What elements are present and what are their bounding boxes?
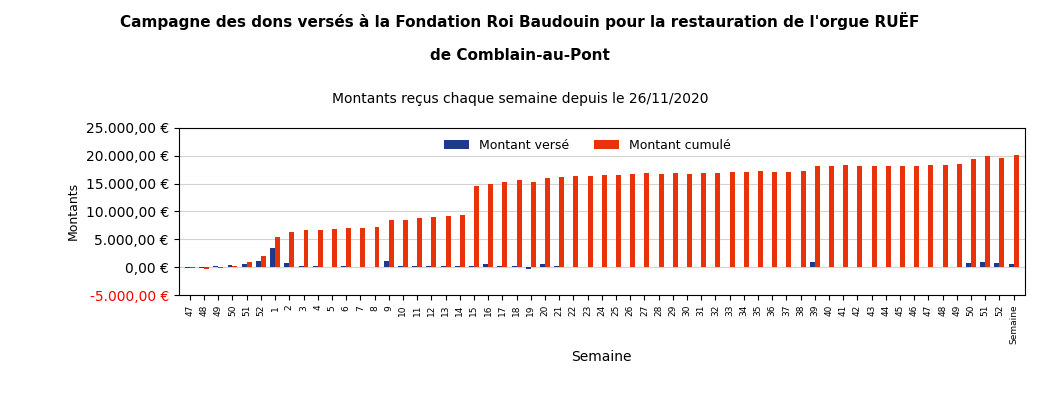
Bar [786, 172, 791, 267]
Bar [517, 180, 521, 267]
Bar [530, 182, 536, 267]
Bar [199, 267, 204, 268]
Bar [246, 262, 252, 267]
Bar [445, 216, 450, 267]
Bar [402, 219, 408, 267]
Bar [454, 266, 460, 267]
Bar [554, 266, 560, 267]
Bar [389, 220, 394, 267]
Bar [512, 266, 517, 267]
Bar [843, 165, 849, 267]
Text: de Comblain-au-Pont: de Comblain-au-Pont [431, 48, 609, 63]
Bar [276, 237, 280, 267]
Bar [488, 184, 493, 267]
Bar [914, 166, 919, 267]
Bar [829, 166, 834, 267]
Bar [332, 229, 337, 267]
Bar [360, 227, 365, 267]
Bar [497, 266, 502, 267]
Bar [213, 266, 218, 267]
Bar [261, 256, 266, 267]
Bar [630, 174, 635, 267]
Bar [801, 171, 806, 267]
Bar [673, 174, 678, 267]
Bar [289, 232, 294, 267]
Bar [716, 173, 721, 267]
Bar [185, 267, 190, 269]
Bar [384, 261, 389, 267]
Bar [814, 166, 820, 267]
Bar [772, 172, 777, 267]
Bar [460, 215, 465, 267]
Bar [346, 228, 352, 267]
Bar [886, 166, 891, 267]
Bar [588, 176, 593, 267]
Text: Campagne des dons versés à la Fondation Roi Baudouin pour la restauration de l'o: Campagne des dons versés à la Fondation … [121, 12, 919, 30]
Bar [971, 160, 976, 267]
Y-axis label: Montants: Montants [67, 182, 80, 241]
Bar [298, 266, 304, 267]
Bar [228, 265, 233, 267]
Bar [985, 156, 990, 267]
Bar [560, 178, 564, 267]
Legend: Montant versé, Montant cumulé: Montant versé, Montant cumulé [439, 134, 735, 157]
Bar [1009, 264, 1014, 267]
Bar [374, 227, 380, 267]
Bar [484, 265, 488, 267]
Bar [432, 217, 437, 267]
Text: Montants reçus chaque semaine depuis le 26/11/2020: Montants reçus chaque semaine depuis le … [332, 92, 708, 106]
Bar [999, 158, 1005, 267]
Bar [942, 164, 947, 267]
Bar [701, 174, 706, 267]
Bar [981, 262, 985, 267]
Bar [730, 172, 734, 267]
Bar [994, 263, 999, 267]
Bar [218, 267, 224, 268]
Bar [573, 176, 578, 267]
Bar [502, 182, 508, 267]
Bar [545, 178, 550, 267]
Bar [540, 264, 545, 267]
Bar [872, 166, 877, 267]
Bar [900, 166, 905, 267]
Bar [810, 262, 814, 267]
Bar [284, 263, 289, 267]
Bar [233, 266, 237, 267]
Bar [687, 174, 692, 267]
Bar [304, 230, 309, 267]
Bar [204, 267, 209, 269]
Bar [758, 171, 763, 267]
Bar [602, 175, 606, 267]
Bar [469, 266, 474, 267]
Bar [526, 267, 530, 269]
Bar [256, 261, 261, 267]
Bar [270, 248, 276, 267]
Bar [412, 266, 417, 267]
Bar [645, 174, 649, 267]
Bar [474, 186, 478, 267]
Bar [317, 229, 322, 267]
Bar [241, 264, 246, 267]
Bar [857, 166, 862, 267]
Bar [929, 165, 933, 267]
Bar [441, 266, 445, 267]
Bar [744, 172, 749, 267]
Bar [190, 267, 194, 269]
Bar [1014, 155, 1018, 267]
Bar [616, 175, 621, 267]
Bar [426, 266, 432, 267]
Bar [658, 174, 664, 267]
X-axis label: Semaine: Semaine [572, 350, 632, 364]
Bar [966, 263, 971, 267]
Bar [417, 218, 422, 267]
Bar [957, 164, 962, 267]
